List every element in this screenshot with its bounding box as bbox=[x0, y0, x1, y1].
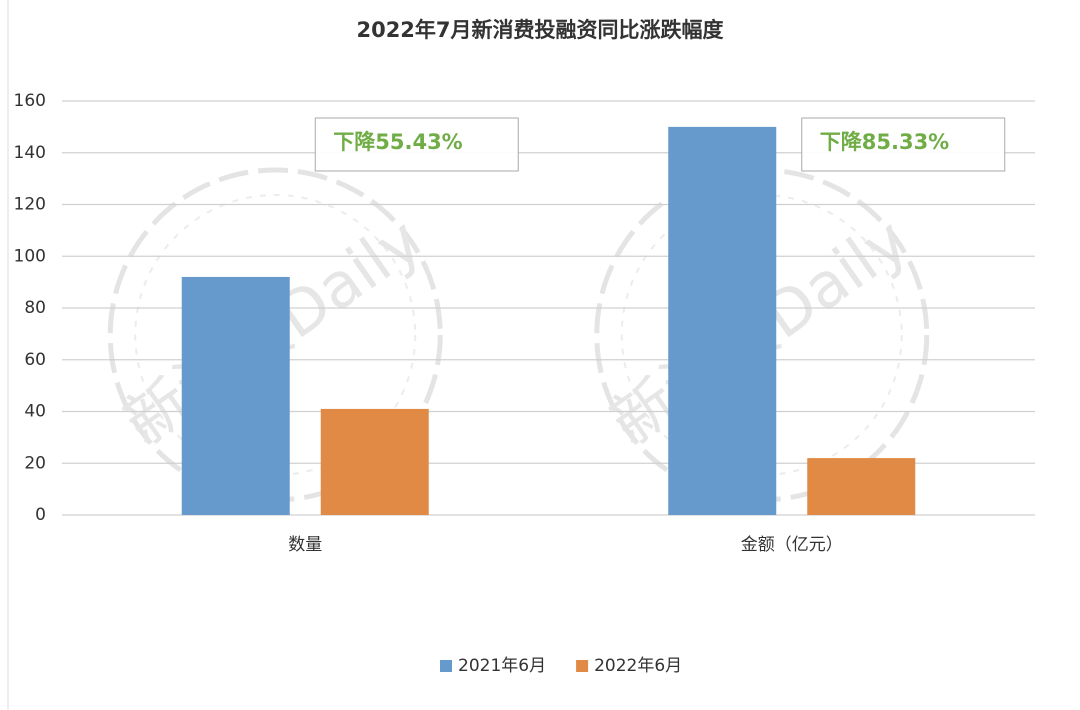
y-tick-label: 0 bbox=[35, 505, 46, 525]
annotation-box bbox=[801, 117, 1006, 172]
annotation: 下降85.33% bbox=[820, 130, 949, 154]
bar bbox=[668, 126, 777, 515]
legend-label: 2022年6月 bbox=[594, 656, 682, 676]
y-tick-label: 80 bbox=[24, 298, 46, 318]
legend-swatch bbox=[576, 660, 589, 672]
chart-title: 2022年7月新消费投融资同比涨跌幅度 bbox=[356, 18, 723, 42]
y-tick-label: 40 bbox=[24, 402, 46, 422]
annotation-box bbox=[314, 117, 519, 172]
legend-label: 2021年6月 bbox=[458, 656, 546, 676]
bar bbox=[807, 458, 916, 515]
y-tick-label: 100 bbox=[14, 246, 46, 266]
annotation: 下降55.43% bbox=[333, 130, 462, 154]
x-tick-label: 金额（亿元） bbox=[741, 535, 843, 555]
y-tick-label: 140 bbox=[14, 143, 46, 163]
y-tick-label: 160 bbox=[14, 91, 46, 111]
bar bbox=[320, 408, 429, 515]
y-tick-label: 120 bbox=[14, 195, 46, 215]
watermark-ring bbox=[134, 194, 417, 476]
x-tick-label: 数量 bbox=[288, 535, 322, 555]
y-tick-label: 60 bbox=[24, 350, 46, 370]
legend-swatch bbox=[440, 660, 452, 672]
y-tick-label: 20 bbox=[24, 453, 46, 473]
bar bbox=[181, 276, 290, 515]
